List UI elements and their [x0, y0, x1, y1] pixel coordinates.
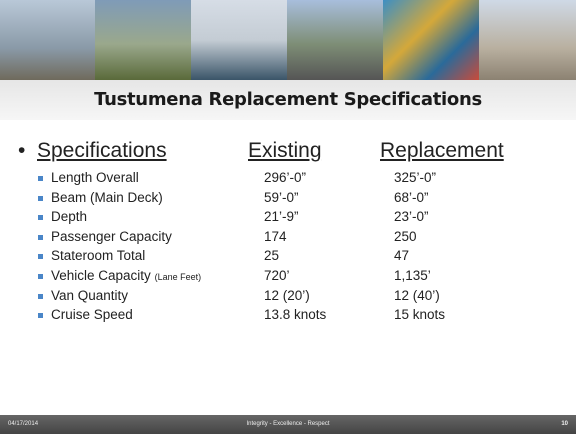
- existing-value: 25: [264, 248, 279, 263]
- replacement-value: 1,135’: [394, 268, 431, 283]
- header-existing: Existing: [248, 139, 322, 163]
- row-label: Cruise Speed: [51, 307, 133, 322]
- footer-motto: Integrity - Excellence - Respect: [0, 421, 576, 427]
- photo-truck: [287, 0, 383, 80]
- sub-bullet: [38, 313, 43, 318]
- slide: Tustumena Replacement Specifications • S…: [0, 0, 576, 434]
- bullet: •: [18, 139, 25, 163]
- footer-page: 10: [561, 421, 568, 427]
- sub-bullet: [38, 176, 43, 181]
- replacement-value: 47: [394, 248, 409, 263]
- sub-bullet: [38, 235, 43, 240]
- row-label: Passenger Capacity: [51, 229, 172, 244]
- sub-bullet: [38, 196, 43, 201]
- sub-bullet: [38, 215, 43, 220]
- replacement-value: 15 knots: [394, 307, 445, 322]
- existing-value: 720’: [264, 268, 290, 283]
- header-label: Specifications: [37, 139, 167, 163]
- row-label: Depth: [51, 209, 87, 224]
- photo-ferry: [191, 0, 287, 80]
- photo-fish: [383, 0, 479, 80]
- replacement-value: 68’-0”: [394, 190, 429, 205]
- replacement-value: 250: [394, 229, 417, 244]
- existing-value: 59’-0”: [264, 190, 299, 205]
- replacement-value: 325’-0”: [394, 170, 436, 185]
- row-label: Beam (Main Deck): [51, 190, 163, 205]
- row-label: Length Overall: [51, 170, 139, 185]
- row-note: (Lane Feet): [155, 272, 202, 282]
- photo-building: [479, 0, 576, 80]
- existing-value: 13.8 knots: [264, 307, 326, 322]
- sub-bullet: [38, 254, 43, 259]
- photo-survey: [95, 0, 191, 80]
- row-label: Vehicle Capacity (Lane Feet): [51, 268, 201, 283]
- replacement-value: 23’-0”: [394, 209, 429, 224]
- existing-value: 21’-9”: [264, 209, 299, 224]
- header-replacement: Replacement: [380, 139, 504, 163]
- existing-value: 12 (20’): [264, 288, 310, 303]
- row-label: Stateroom Total: [51, 248, 145, 263]
- existing-value: 296’-0”: [264, 170, 306, 185]
- sub-bullet: [38, 294, 43, 299]
- row-label: Van Quantity: [51, 288, 128, 303]
- existing-value: 174: [264, 229, 287, 244]
- photo-plane: [0, 0, 95, 80]
- slide-title: Tustumena Replacement Specifications: [0, 89, 576, 110]
- sub-bullet: [38, 274, 43, 279]
- replacement-value: 12 (40’): [394, 288, 440, 303]
